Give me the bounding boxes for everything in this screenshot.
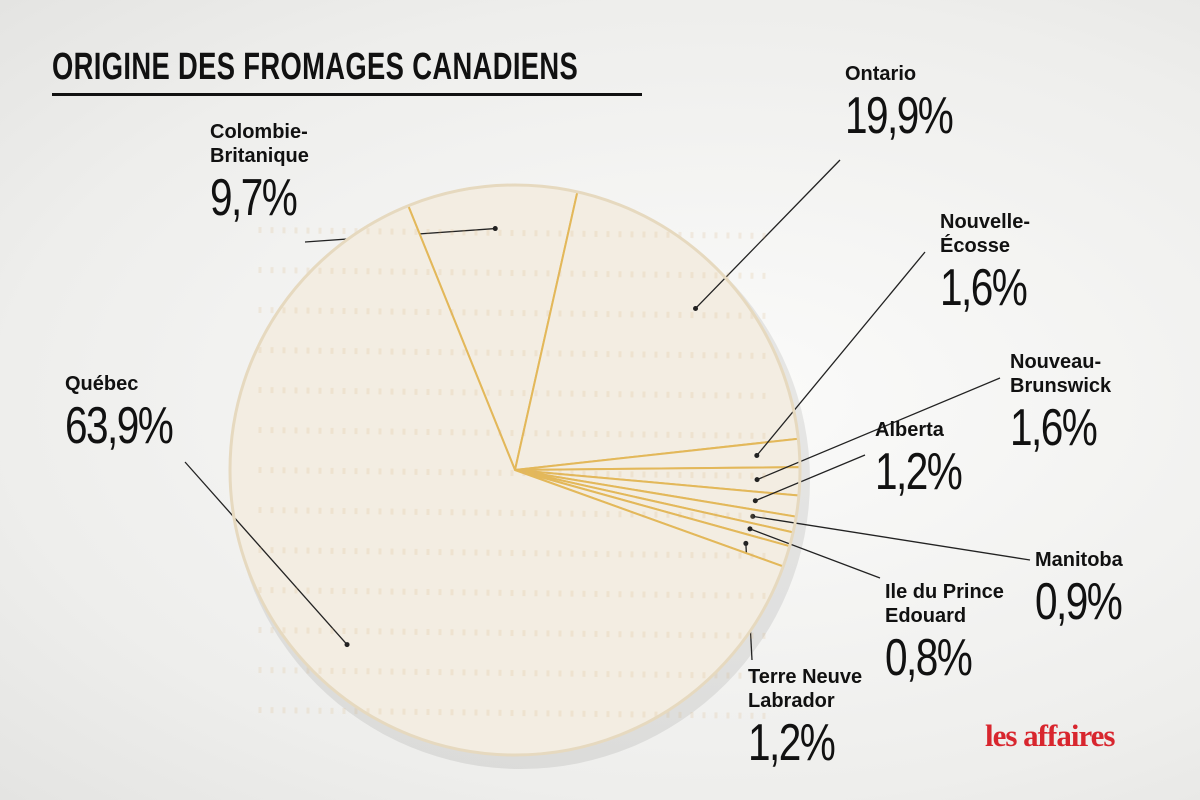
value-label: 1,2% <box>748 714 836 772</box>
value-label: 0,9% <box>1035 573 1123 631</box>
slice-label: Québec 63,9% <box>65 372 202 456</box>
category-label: Québec <box>65 373 139 395</box>
value-label: 1,6% <box>940 259 1028 317</box>
value-label: 1,2% <box>875 443 963 501</box>
title-underline <box>52 93 642 96</box>
leader-line <box>695 159 841 309</box>
leader-line <box>184 461 348 646</box>
category-label: Terre Neuve Labrador <box>748 666 863 712</box>
slice-label: Nouvelle- Écosse 1,6% <box>940 210 1051 318</box>
category-label: Ontario <box>845 63 917 85</box>
value-label: 9,7% <box>210 169 298 227</box>
value-label: 19,9% <box>845 87 954 145</box>
category-label: Colombie- Britanique <box>210 121 309 167</box>
leader-line <box>749 528 881 579</box>
category-label: Alberta <box>875 419 944 441</box>
leader-line <box>755 454 866 502</box>
slice-label: Ile du Prince Edouard 0,8% <box>885 580 1004 688</box>
leader-dot <box>754 477 760 483</box>
chart-title: ORIGINE DES FROMAGES CANADIENS <box>52 46 579 88</box>
logo: les affaires <box>985 718 1115 753</box>
cheese-rim <box>228 183 802 757</box>
slice-label: Terre Neuve Labrador 1,2% <box>748 665 862 773</box>
leader-dot <box>344 642 350 648</box>
leader-line <box>756 251 926 456</box>
leader-dot <box>492 226 498 232</box>
value-label: 1,6% <box>1010 399 1098 457</box>
category-label: Manitoba <box>1035 549 1123 571</box>
value-label: 0,8% <box>885 629 973 687</box>
slice-label: Ontario 19,9% <box>845 62 982 146</box>
leader-dot <box>693 305 699 311</box>
slice-label: Colombie- Britanique 9,7% <box>210 120 321 228</box>
leader-dot <box>743 540 749 546</box>
slice-label: Manitoba 0,9% <box>1035 548 1146 632</box>
leader-dot <box>747 526 753 532</box>
slice-label: Nouveau- Brunswick 1,6% <box>1010 350 1121 458</box>
leader-line <box>756 377 1001 481</box>
category-label: Nouvelle- Écosse <box>940 211 1031 257</box>
leader-dot <box>752 498 758 504</box>
leader-line <box>752 515 1031 561</box>
category-label: Ile du Prince Edouard <box>885 581 1004 627</box>
category-label: Nouveau- Brunswick <box>1010 351 1112 397</box>
value-label: 63,9% <box>65 397 174 455</box>
leader-dot <box>754 453 760 459</box>
slice-label: Alberta 1,2% <box>875 418 986 502</box>
leader-dot <box>750 513 756 519</box>
